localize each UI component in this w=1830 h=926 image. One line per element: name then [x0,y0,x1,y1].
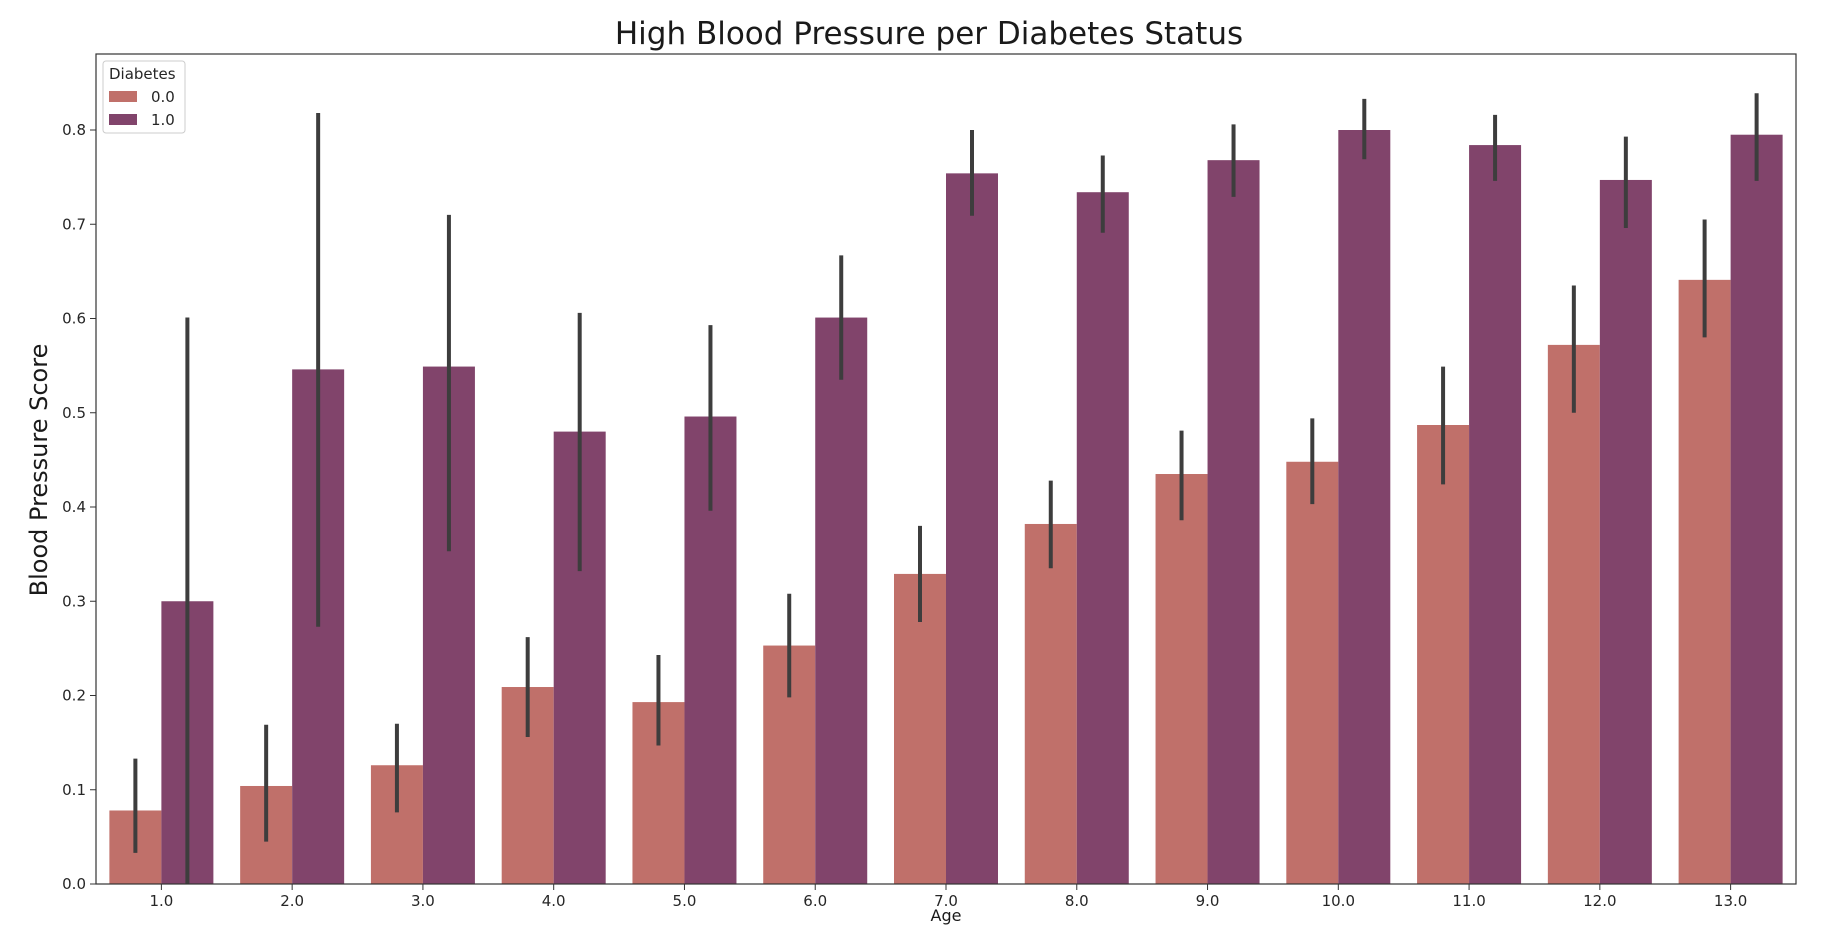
bar-s1-13.0 [1730,134,1783,884]
y-tick-label: 0.0 [62,875,86,893]
bar-s1-9.0 [1207,160,1260,884]
bar-s0-11.0 [1417,425,1470,884]
x-tick-label: 9.0 [1196,892,1220,910]
x-tick-label: 1.0 [149,892,173,910]
bar-s1-12.0 [1599,179,1652,884]
bar-s0-8.0 [1024,523,1077,884]
x-tick-label: 7.0 [934,892,958,910]
legend: Diabetes 0.0 1.0 [102,60,186,134]
bar-s0-9.0 [1155,474,1208,884]
x-tick-label: 13.0 [1714,892,1747,910]
y-tick-label: 0.2 [62,687,86,705]
x-tick-label: 10.0 [1322,892,1355,910]
y-tick-label: 0.7 [62,215,86,233]
bar-s0-7.0 [894,573,946,884]
x-tick-label: 12.0 [1583,892,1616,910]
legend-label-1: 1.0 [151,111,175,129]
bar-s1-10.0 [1338,130,1391,884]
y-tick-label: 0.6 [62,310,86,328]
x-tick-label: 4.0 [542,892,566,910]
bar-s0-10.0 [1286,461,1339,884]
y-tick-label: 0.1 [62,781,86,799]
y-tick-label: 0.4 [62,498,86,516]
x-tick-label: 11.0 [1452,892,1485,910]
y-tick-label: 0.8 [62,121,86,139]
bar-s0-12.0 [1547,344,1600,884]
bars-group [109,130,1783,885]
chart-title: High Blood Pressure per Diabetes Status [615,16,1243,52]
y-axis-label: Blood Pressure Score [25,344,53,597]
x-tick-label: 2.0 [280,892,304,910]
y-tick-label: 0.3 [62,592,86,610]
bar-s1-8.0 [1076,192,1129,884]
error-bars-group [133,93,1759,884]
y-tick-label: 0.5 [62,404,86,422]
legend-swatch-1 [109,114,137,125]
x-tick-label: 5.0 [673,892,697,910]
bar-s1-11.0 [1469,145,1522,884]
bar-s0-13.0 [1678,279,1731,884]
legend-swatch-0 [109,91,137,102]
x-tick-label: 8.0 [1065,892,1089,910]
bar-s1-6.0 [815,317,868,884]
y-axis: 0.0 0.1 0.2 0.3 0.4 0.5 0.6 0.7 0.8 [62,121,96,893]
x-tick-label: 6.0 [803,892,827,910]
x-axis-label: Age [931,906,962,925]
legend-title: Diabetes [109,65,176,83]
plot-frame [95,53,1797,885]
bar-s1-7.0 [946,173,998,885]
x-tick-label: 3.0 [411,892,435,910]
legend-label-0: 0.0 [151,88,175,106]
x-axis: 1.0 2.0 3.0 4.0 5.0 6.0 7.0 8.0 9.0 10.0 11.0 12.0 1… [149,884,1747,910]
